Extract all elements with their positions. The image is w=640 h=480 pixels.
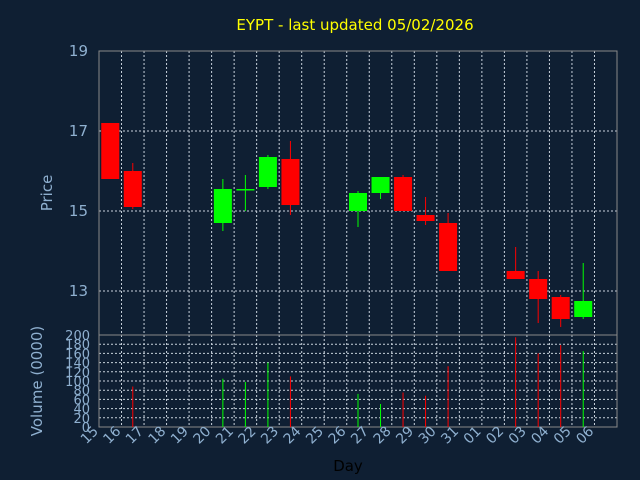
candle-body: [236, 189, 255, 191]
candle-body: [416, 215, 435, 221]
candle-body: [506, 271, 525, 279]
volume-tick-label: 180: [65, 338, 90, 353]
volume-tick-label: 60: [73, 393, 90, 408]
volume-axis-label: Volume (0000): [28, 326, 46, 436]
x-axis-label: Day: [333, 457, 363, 475]
candle-body: [574, 301, 593, 317]
candle-body: [371, 177, 390, 193]
candle-body: [551, 297, 570, 319]
volume-tick-label: 20: [73, 412, 90, 427]
price-grid: [99, 51, 617, 335]
volume-tick-label: 100: [65, 375, 90, 390]
volume-grid: [99, 335, 617, 427]
candle-body: [258, 157, 277, 187]
price-tick-label: 15: [69, 202, 88, 220]
candle-body: [101, 123, 120, 179]
price-axis-label: Price: [38, 175, 56, 212]
volume-tick-label: 200: [65, 329, 90, 344]
volume-tick-label: 160: [65, 347, 90, 362]
volume-tick-label: 40: [73, 403, 90, 418]
volume-tick-label: 140: [65, 357, 90, 372]
x-tick-labels: 1516171819202122232425262728293031010203…: [78, 423, 597, 447]
candle-body: [213, 189, 232, 223]
candle-body: [123, 171, 142, 207]
volume-tick-label: 120: [65, 366, 90, 381]
price-tick-label: 19: [69, 42, 88, 60]
chart-title: EYPT - last updated 05/02/2026: [236, 16, 473, 34]
candle-body: [439, 223, 458, 271]
volume-tick-label: 0: [82, 421, 90, 436]
candle-body: [529, 279, 548, 299]
price-tick-label: 13: [69, 282, 88, 300]
candle-body: [281, 159, 300, 205]
price-tick-label: 17: [69, 122, 88, 140]
candle-body: [348, 193, 368, 211]
volume-tick-label: 80: [73, 384, 90, 399]
price-tick-labels: 13 15 17 19: [69, 42, 88, 300]
volume-bars: [132, 337, 584, 427]
candles: [101, 123, 593, 327]
candle-body: [394, 177, 413, 211]
